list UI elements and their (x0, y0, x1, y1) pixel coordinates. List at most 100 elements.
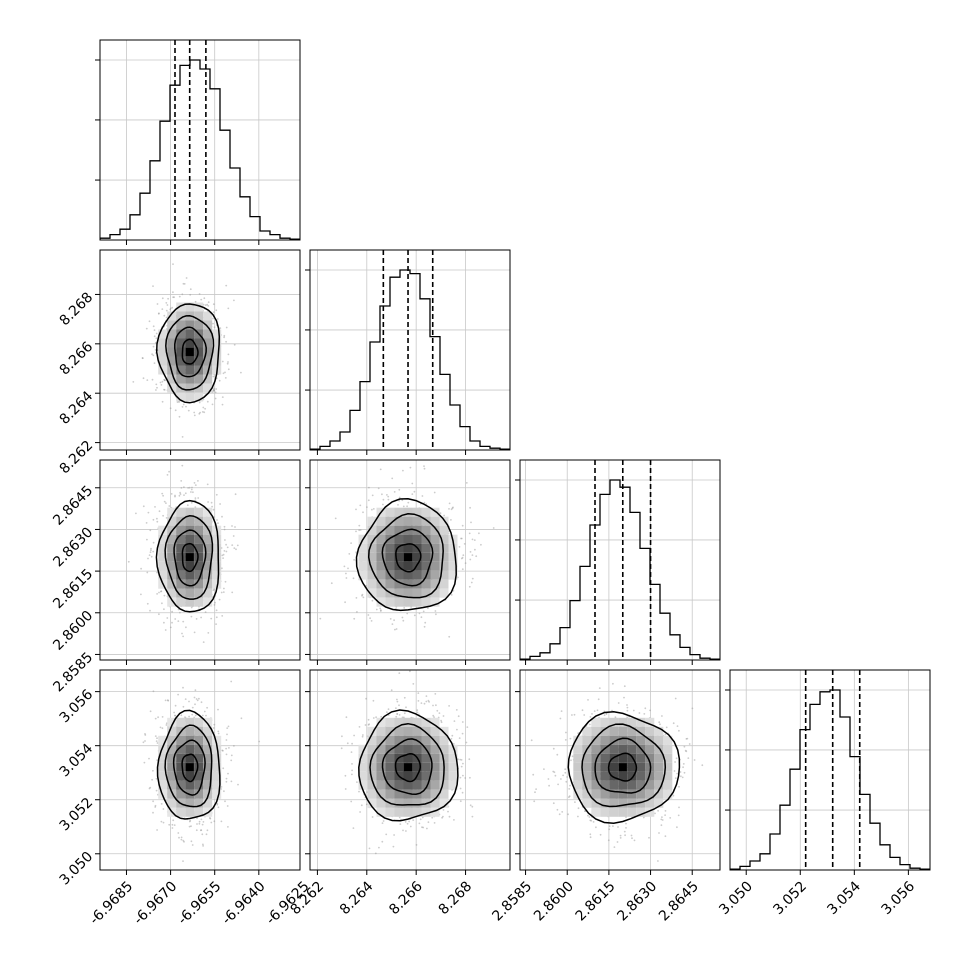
sample-point (343, 565, 346, 568)
density-cell (194, 320, 204, 330)
sample-point (217, 730, 220, 733)
sample-point (206, 483, 209, 486)
sample-point (227, 353, 230, 356)
sample-point (402, 505, 405, 508)
sample-point (160, 590, 162, 593)
density-contour (181, 753, 199, 783)
sample-point (174, 409, 177, 412)
x-tick-label: -6.9655 (175, 878, 225, 928)
sample-point (350, 542, 352, 544)
y-tick-label: 8.268 (57, 289, 97, 329)
sample-point (258, 740, 261, 743)
sample-point (202, 821, 205, 823)
density-cell (203, 525, 213, 535)
sample-point (190, 840, 193, 843)
density-cell (185, 543, 195, 553)
density-cell (176, 374, 186, 384)
sample-point (393, 619, 395, 622)
sample-point (198, 401, 201, 404)
sample-point (200, 818, 203, 821)
density-cell (185, 753, 195, 763)
sample-point (360, 804, 363, 807)
sample-point (164, 699, 167, 702)
density-cell (176, 302, 186, 312)
sample-point (194, 689, 197, 692)
sample-point (237, 783, 239, 786)
sample-point (194, 506, 197, 508)
density-cell (158, 543, 168, 553)
sample-point (154, 806, 157, 808)
sample-point (201, 833, 204, 836)
sample-point (438, 712, 441, 714)
density-cell (167, 534, 177, 544)
sample-point (166, 474, 169, 476)
sample-point (367, 718, 370, 721)
sample-point (231, 544, 234, 546)
sample-point (182, 620, 185, 623)
sample-point (448, 508, 450, 510)
density-cell (403, 588, 413, 598)
sample-point (464, 562, 467, 564)
sample-point (390, 689, 393, 692)
sample-point (202, 641, 205, 643)
sample-point (434, 693, 437, 695)
sample-point (202, 406, 205, 409)
density-cell (194, 579, 204, 589)
sample-point (405, 706, 407, 709)
density-cell (358, 570, 368, 580)
density-cell (176, 762, 186, 772)
y-tick-label: 3.052 (57, 795, 97, 835)
sample-point (395, 715, 398, 718)
panel-2-1 (305, 459, 511, 665)
sample-point (426, 827, 428, 830)
sample-point (385, 833, 388, 836)
sample-point (219, 327, 222, 329)
density-contour (367, 513, 444, 599)
sample-point (183, 486, 185, 488)
density-cell (158, 552, 168, 562)
density-cell (185, 365, 195, 375)
sample-point (150, 549, 152, 552)
sample-point (178, 415, 181, 418)
sample-point (155, 383, 158, 386)
sample-point (152, 550, 155, 553)
sample-point (406, 822, 409, 825)
density-cell (212, 579, 222, 589)
sample-point (191, 844, 194, 846)
sample-point (162, 821, 165, 824)
sample-point (171, 306, 174, 309)
sample-point (212, 389, 215, 392)
sample-point (391, 477, 394, 480)
sample-point (420, 616, 423, 619)
sample-point (153, 362, 156, 364)
sample-point (181, 464, 184, 467)
sample-point (417, 700, 420, 702)
sample-point (455, 709, 458, 711)
sample-point (222, 557, 225, 559)
density-cell (385, 516, 395, 526)
sample-point (161, 716, 164, 718)
sample-point (392, 845, 395, 848)
density-cell (439, 570, 449, 580)
sample-point (226, 733, 228, 736)
density-cell (185, 374, 195, 384)
sample-point (194, 714, 197, 717)
sample-point (151, 778, 154, 781)
sample-point (210, 821, 213, 824)
sample-point (420, 702, 423, 704)
density-cell (203, 365, 213, 375)
sample-point (198, 293, 201, 295)
sample-point (206, 829, 209, 832)
y-tick-label: 3.054 (57, 741, 97, 781)
sample-point (185, 277, 188, 279)
sample-point (210, 501, 213, 504)
sample-point (217, 708, 219, 711)
density-cell (176, 717, 186, 727)
sample-point (192, 491, 194, 494)
sample-point (368, 847, 371, 850)
sample-point (401, 499, 404, 502)
sample-point (468, 585, 471, 588)
sample-point (180, 247, 182, 249)
sample-point (195, 829, 198, 832)
panel-content (100, 670, 300, 870)
